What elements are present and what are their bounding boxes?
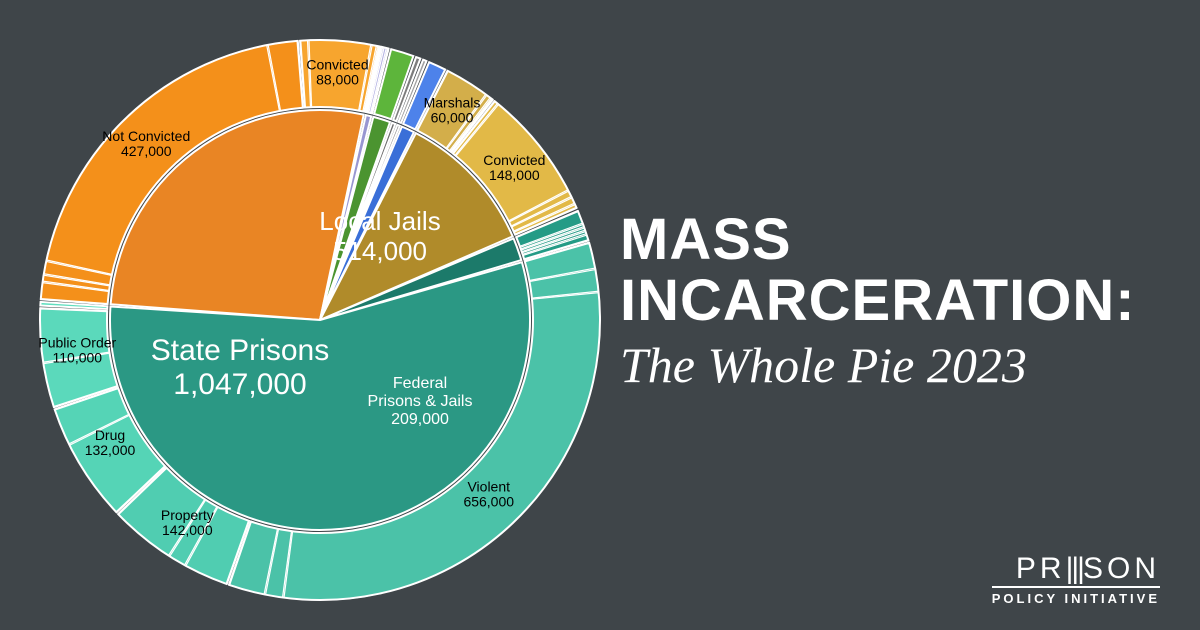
label-local-jails: Local Jails514,000	[319, 206, 440, 266]
title-line-1a: MASS	[620, 210, 1136, 271]
label-convicted-fed: Convicted148,000	[483, 152, 545, 183]
label-state-prisons: State Prisons1,047,000	[151, 334, 329, 401]
title-line-2: The Whole Pie 2023	[620, 336, 1136, 394]
label-marshals: Marshals60,000	[424, 95, 481, 126]
label-violent: Violent656,000	[463, 479, 514, 510]
title-block: MASS INCARCERATION: The Whole Pie 2023	[620, 210, 1136, 394]
logo-bottom: POLICY INITIATIVE	[992, 586, 1160, 606]
brand-logo: PR|||SON POLICY INITIATIVE	[992, 554, 1160, 606]
sunburst-chart: Local Jails514,000FederalPrisons & Jails…	[30, 20, 610, 620]
label-property: Property142,000	[161, 507, 214, 538]
title-line-1b: INCARCERATION:	[620, 271, 1136, 332]
logo-top: PR|||SON	[992, 554, 1160, 584]
